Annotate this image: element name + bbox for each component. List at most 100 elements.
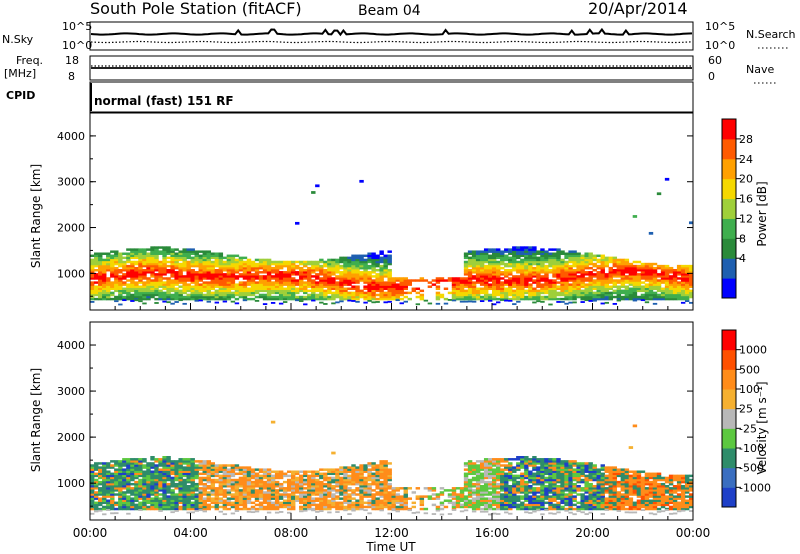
- data-cell: [520, 491, 525, 494]
- data-cell: [134, 289, 139, 293]
- data-cell: [274, 503, 280, 507]
- data-cell: [572, 291, 577, 295]
- data-cell: [652, 302, 658, 305]
- data-cell: [114, 268, 119, 272]
- data-cell: [202, 497, 207, 500]
- data-cell: [222, 300, 228, 303]
- data-cell: [660, 275, 666, 278]
- data-cell: [138, 254, 143, 258]
- data-cell: [102, 480, 107, 484]
- data-cell: [552, 283, 557, 286]
- data-cell: [600, 293, 605, 297]
- data-cell: [359, 468, 364, 471]
- data-cell: [347, 482, 352, 486]
- data-cell: [660, 289, 666, 293]
- data-cell: [672, 295, 678, 299]
- data-cell: [278, 262, 284, 266]
- data-cell: [146, 489, 151, 492]
- data-cell: [467, 281, 473, 284]
- data-cell: [174, 466, 179, 469]
- data-cell: [230, 260, 236, 264]
- data-cell: [431, 487, 437, 490]
- data-cell: [178, 295, 183, 299]
- data-cell: [286, 497, 292, 500]
- data-cell: [291, 507, 296, 511]
- data-cell: [588, 258, 593, 262]
- data-cell: [540, 470, 545, 473]
- data-cell: [218, 497, 224, 500]
- data-cell: [407, 487, 412, 490]
- data-cell: [222, 485, 228, 488]
- data-cell: [246, 283, 252, 286]
- data-cell: [146, 474, 151, 478]
- data-cell: [624, 295, 630, 299]
- data-cell: [94, 293, 99, 297]
- data-cell: [146, 480, 151, 484]
- data-cell: [363, 254, 368, 258]
- data-cell: [250, 281, 256, 284]
- freq-unit: [MHz]: [4, 67, 36, 80]
- data-cell: [540, 283, 545, 286]
- data-cell: [383, 287, 388, 291]
- data-cell: [254, 472, 260, 476]
- data-cell: [182, 489, 187, 492]
- data-cell: [230, 468, 236, 471]
- data-cell: [612, 258, 618, 262]
- data-cell: [528, 460, 533, 463]
- data-cell: [90, 505, 95, 509]
- data-cell: [110, 464, 115, 467]
- data-cell: [134, 277, 139, 280]
- data-cell: [331, 271, 336, 274]
- data-cell: [624, 297, 630, 301]
- data-cell: [548, 303, 553, 306]
- data-cell: [126, 279, 131, 282]
- data-cell: [194, 250, 199, 253]
- data-cell: [238, 480, 244, 484]
- data-cell: [660, 293, 666, 297]
- data-cell: [234, 489, 240, 492]
- data-cell: [383, 464, 388, 467]
- data-cell: [632, 283, 638, 286]
- data-cell: [250, 266, 256, 270]
- data-cell: [130, 252, 135, 255]
- data-cell: [230, 503, 236, 507]
- data-cell: [110, 275, 115, 278]
- data-cell: [138, 281, 143, 284]
- data-cell: [560, 264, 565, 268]
- data-cell: [339, 472, 344, 476]
- data-cell: [544, 497, 549, 500]
- data-cell: [492, 507, 497, 511]
- data-cell: [102, 266, 107, 270]
- data-cell: [166, 289, 171, 293]
- data-cell: [471, 256, 477, 260]
- data-cell: [254, 291, 260, 295]
- data-cell: [210, 264, 216, 268]
- data-cell: [391, 499, 396, 502]
- data-cell: [182, 480, 187, 484]
- data-cell: [254, 482, 260, 486]
- data-cell: [552, 275, 557, 278]
- data-cell: [118, 501, 123, 505]
- data-cell: [126, 491, 131, 494]
- data-cell: [250, 277, 256, 280]
- data-cell: [552, 297, 557, 301]
- data-cell: [158, 501, 163, 505]
- data-cell: [218, 493, 224, 496]
- data-cell: [556, 262, 561, 266]
- data-cell: [206, 283, 211, 286]
- data-cell: [150, 258, 155, 262]
- data-cell: [475, 266, 481, 270]
- data-cell: [286, 503, 292, 507]
- data-cell: [339, 283, 344, 286]
- data-cell: [343, 256, 348, 260]
- data-cell: [114, 480, 119, 484]
- data-cell: [644, 293, 650, 297]
- data-cell: [170, 266, 175, 270]
- beam-label: Beam 04: [358, 3, 421, 19]
- data-cell: [504, 281, 509, 284]
- data-cell: [492, 250, 497, 253]
- data-cell: [483, 466, 489, 469]
- data-cell: [98, 271, 103, 274]
- data-cell: [142, 460, 147, 463]
- data-cell: [379, 468, 384, 471]
